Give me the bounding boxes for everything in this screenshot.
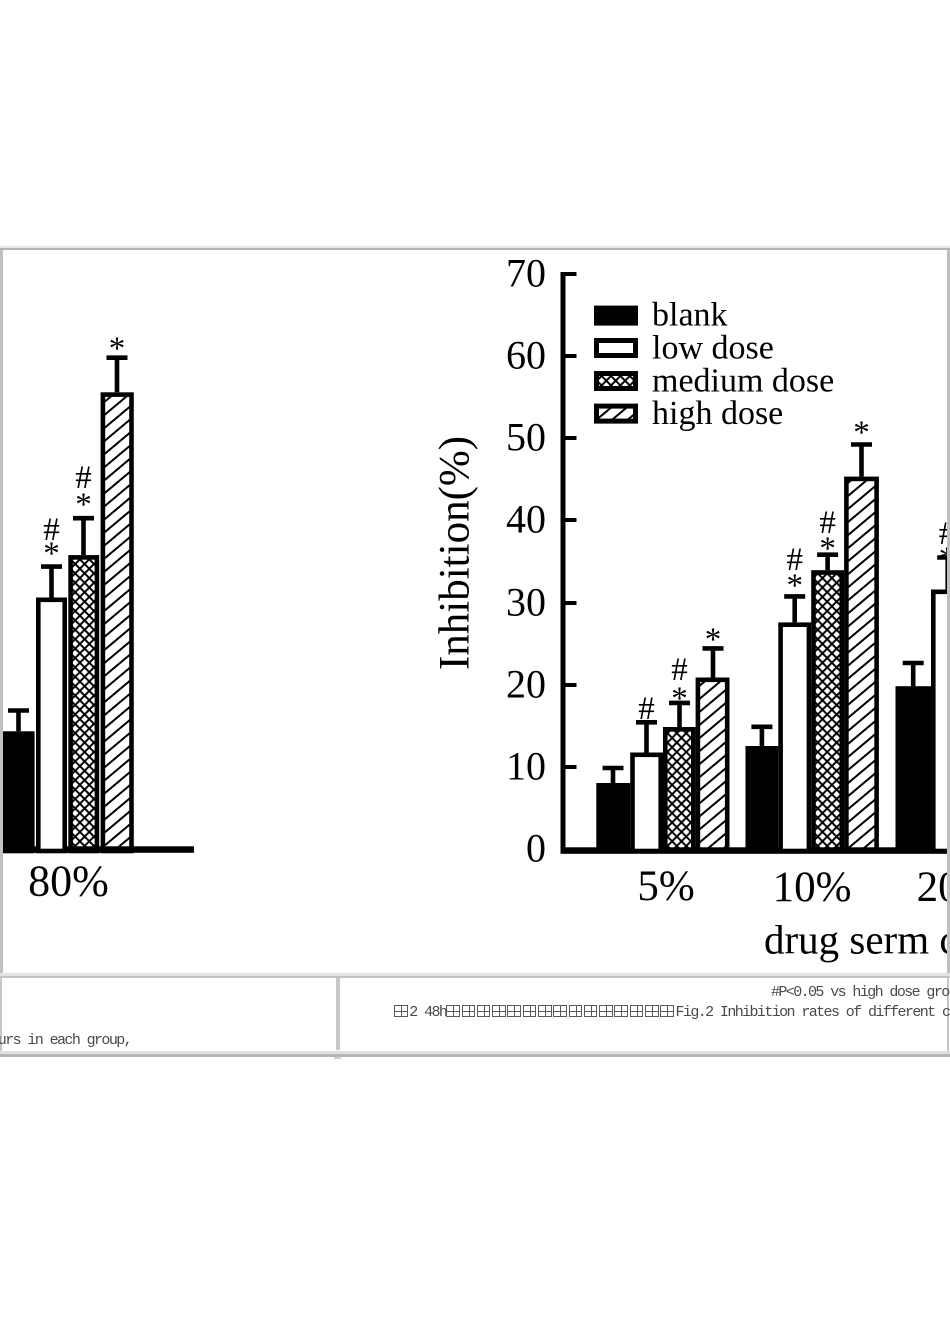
svg-text:5%: 5% [637,863,694,910]
svg-text:60: 60 [506,333,546,378]
svg-text:80%: 80% [28,857,109,906]
svg-text:#: # [939,516,950,552]
svg-text:*: * [786,568,803,604]
svg-text:Inhibition(%): Inhibition(%) [432,436,479,670]
svg-text:#: # [75,460,92,496]
svg-text:*: * [939,541,950,577]
svg-text:blank: blank [652,297,728,334]
svg-text:*: * [109,331,126,367]
svg-text:40: 40 [506,497,546,542]
svg-text:*: * [819,531,836,567]
svg-text:#: # [671,652,688,688]
svg-text:*: * [671,681,688,717]
svg-text:low dose: low dose [652,330,774,367]
svg-text:20%: 20% [917,864,950,911]
svg-text:#: # [819,505,836,541]
svg-text:10: 10 [506,744,546,789]
svg-text:70: 70 [506,251,546,296]
svg-text:#: # [786,542,803,578]
svg-text:*: * [43,536,60,572]
svg-text:*: * [853,415,870,451]
svg-text:medium dose: medium dose [652,363,834,400]
svg-text:*: * [75,487,92,523]
svg-text:20: 20 [506,662,546,707]
svg-text:*: * [705,622,722,658]
svg-text:#: # [638,691,655,727]
svg-text:high dose: high dose [652,395,783,432]
svg-text:10%: 10% [773,864,852,911]
svg-text:30: 30 [506,580,546,625]
svg-text:#: # [43,512,60,548]
svg-text:0: 0 [526,826,546,871]
svg-text:drug serm c: drug serm c [764,917,950,963]
svg-text:50: 50 [506,415,546,460]
